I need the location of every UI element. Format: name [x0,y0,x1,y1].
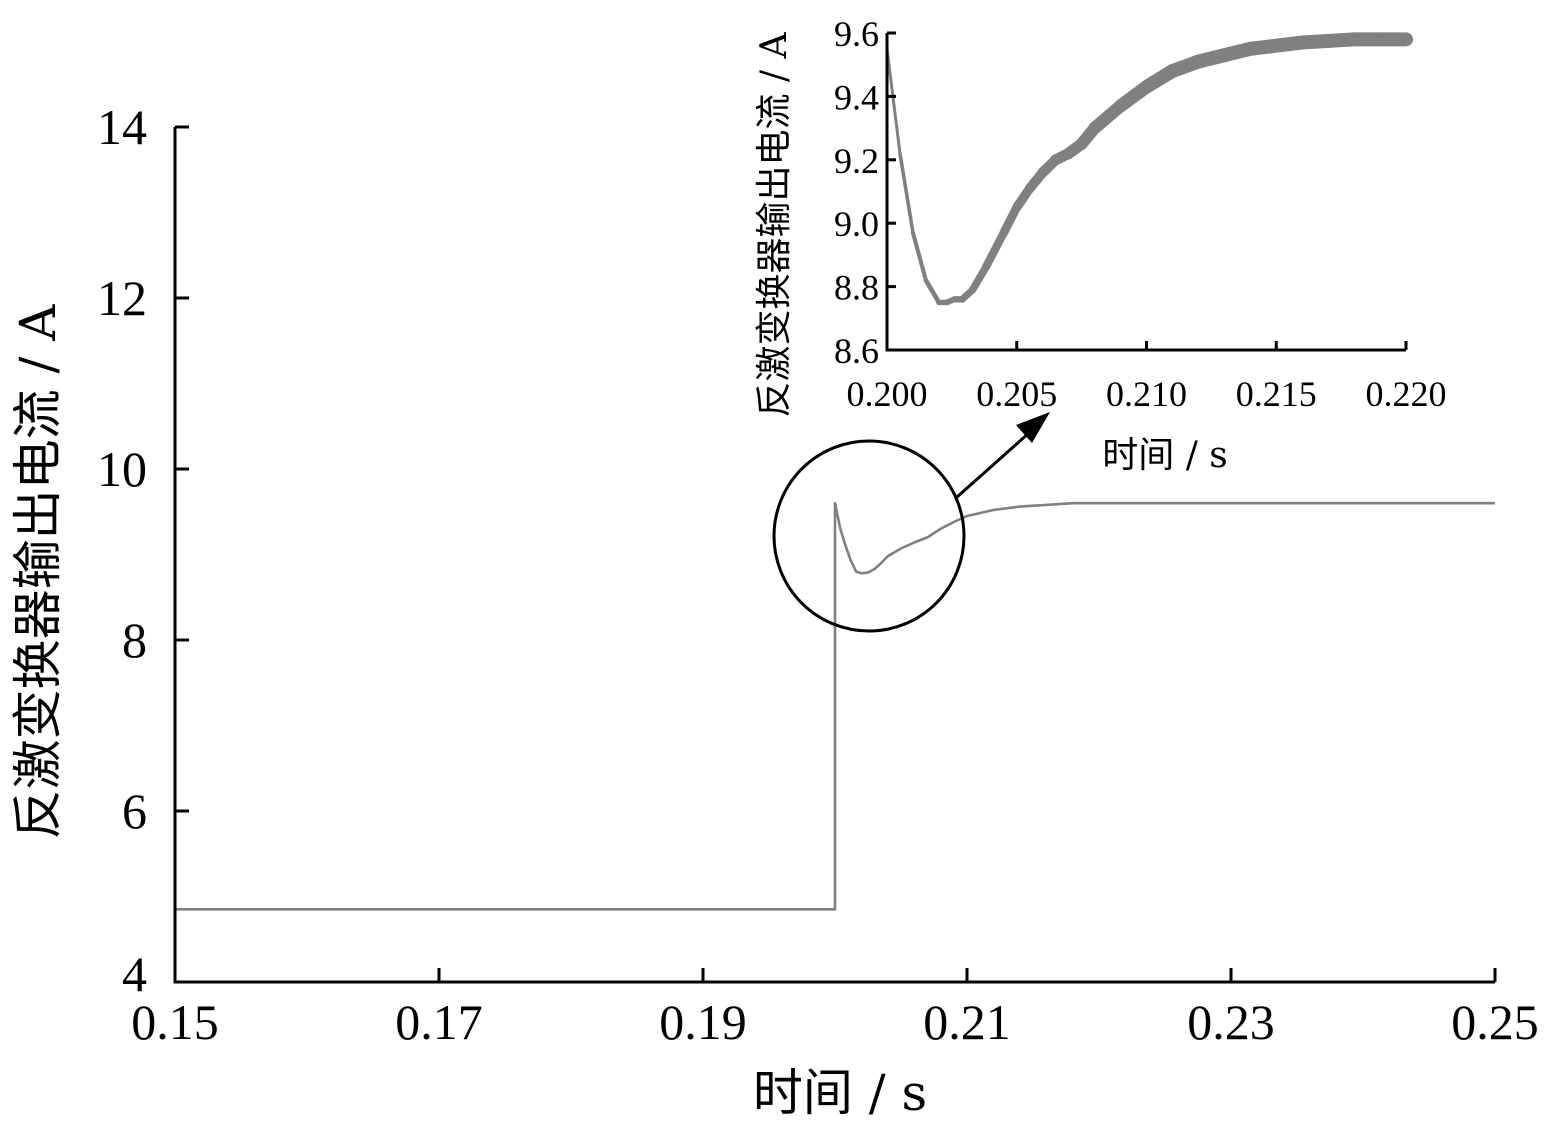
inset-y-tick-label: 9.2 [834,141,879,181]
inset-y-tick-label: 8.8 [834,268,879,308]
inset-x-axis-title: 时间 / s [1102,435,1228,476]
main-x-tick-label: 0.21 [923,994,1011,1050]
main-y-tick-label: 12 [97,270,147,326]
inset-y-tick-label: 9.0 [834,204,879,244]
inset-series-0-segment [923,277,942,305]
inset-series-layer [885,32,1413,306]
main-y-tick-label: 10 [97,441,147,497]
main-y-tick-label: 14 [97,99,147,155]
inset-x-tick-label: 0.210 [1106,374,1187,414]
zoom-arrow-head [1016,412,1050,443]
inset-series-0-segment [981,228,1008,272]
highlight-circle [772,439,966,633]
main-chart: 0.15 0.17 0.19 0.21 0.23 0.25 4 6 8 10 12 14 时间 / s… [9,99,1539,1122]
main-series-layer [175,501,1495,911]
inset-x-tick-label: 0.205 [976,374,1057,414]
main-x-tick-label: 0.19 [659,994,747,1050]
main-ticks: 0.15 0.17 0.19 0.21 0.23 0.25 4 6 8 10 12 14 [97,99,1539,1050]
inset-x-tick-label: 0.220 [1366,374,1447,414]
inset-x-tick-label: 0.215 [1236,374,1317,414]
inset-y-tick-label: 8.6 [834,331,879,371]
inset-y-tick-label: 9.4 [834,77,879,117]
inset-ticks: 0.200 0.205 0.210 0.215 0.220 8.6 8.8 9.0 9.2 9.4… [834,14,1447,414]
main-y-tick-label: 6 [122,783,147,839]
main-x-tick-label: 0.17 [395,994,483,1050]
zoom-arrow-shaft [956,430,1031,499]
zoom-annotation [772,412,1050,633]
inset-x-tick-label: 0.200 [847,374,928,414]
main-y-axis-title: 反激变换器输出电流 / A [9,304,67,840]
main-x-tick-label: 0.25 [1451,994,1539,1050]
inset-series-0-segment [999,203,1022,238]
main-x-tick-label: 0.23 [1187,994,1275,1050]
inset-y-axis-title: 反激变换器输出电流 / A [754,31,795,417]
inset-series-0-segment [910,230,928,283]
inset-series-0-segment [968,263,990,294]
inset-series-0-segment [885,47,902,155]
main-x-axis-title: 时间 / s [753,1064,927,1122]
main-x-tick-label: 0.15 [131,994,219,1050]
inset-y-tick-label: 9.6 [834,14,879,54]
main-series-0-line [175,501,1495,911]
inset-series-0-segment [898,151,915,235]
inset-chart: 0.200 0.205 0.210 0.215 0.220 8.6 8.8 9.0 9.2 9.4… [754,14,1447,476]
main-y-tick-label: 4 [122,946,147,1002]
main-y-tick-label: 8 [122,612,147,668]
